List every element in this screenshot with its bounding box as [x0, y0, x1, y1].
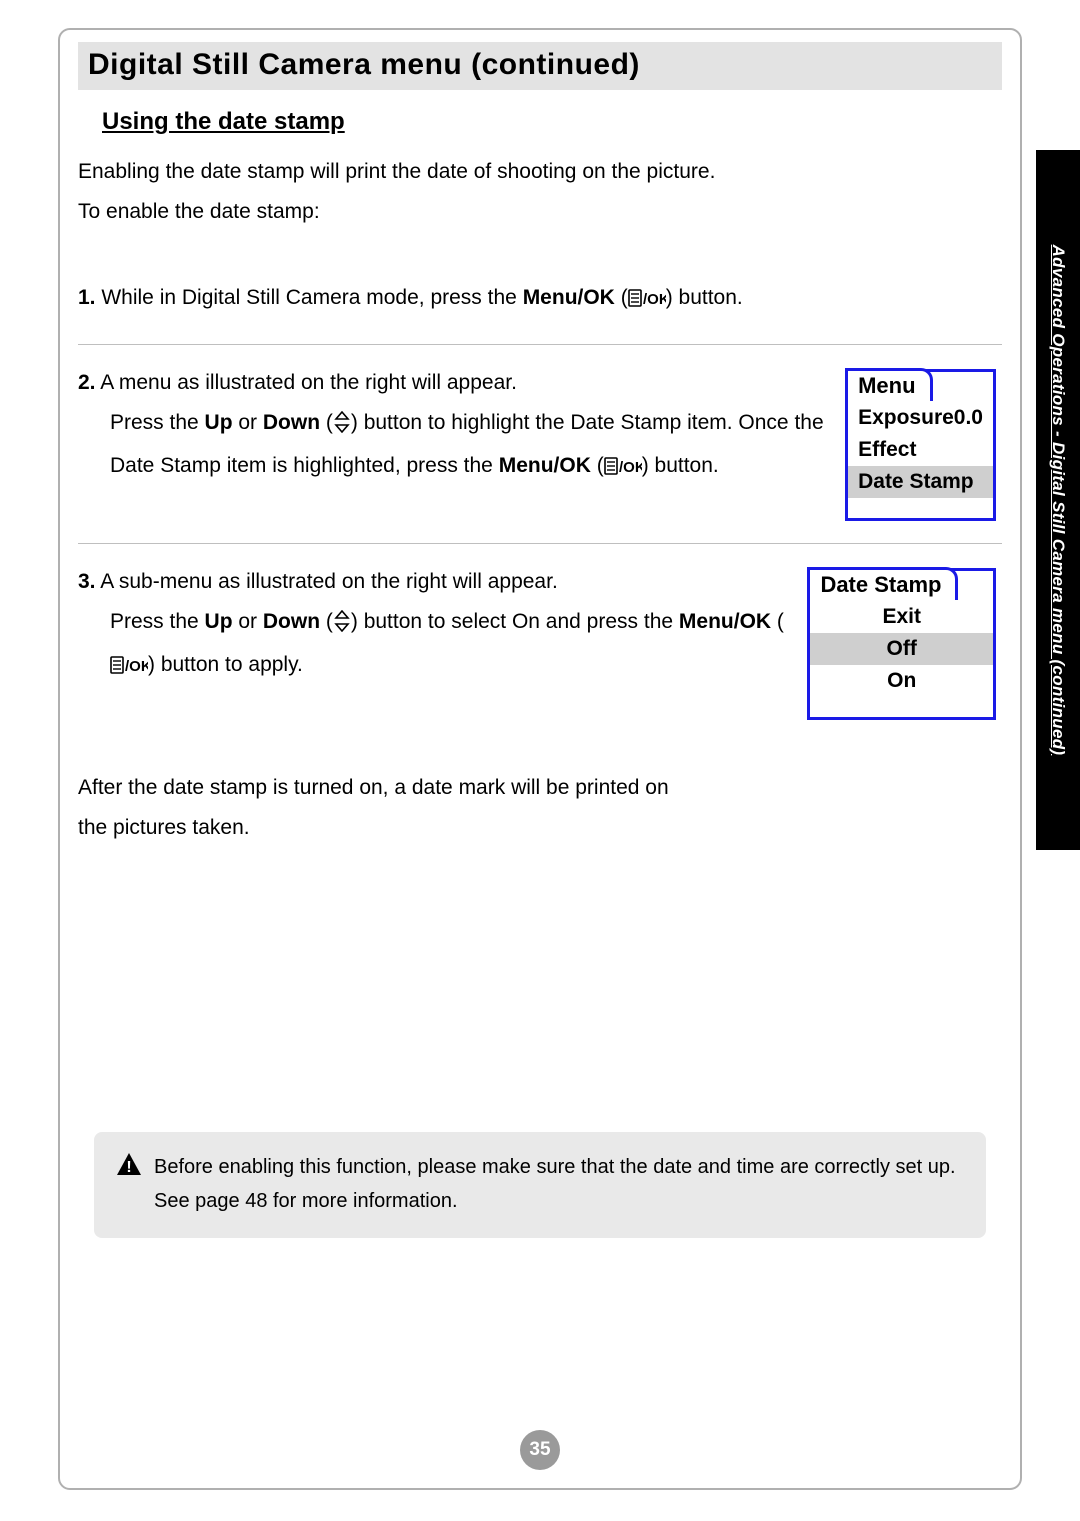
step-2-text: 2. A menu as illustrated on the right wi…	[78, 363, 845, 491]
menu1-item-effect: Effect	[848, 434, 993, 466]
menu2-item-on: On	[810, 665, 993, 697]
step-2-num: 2.	[78, 371, 96, 394]
warning-note: ! Before enabling this function, please …	[94, 1132, 986, 1238]
menu1-item-exposure: Exposure 0.0	[848, 402, 993, 434]
menu1-spacer	[848, 498, 993, 518]
step-3-text: 3. A sub-menu as illustrated on the righ…	[78, 562, 807, 690]
menu-screenshot-2: Date Stamp Exit Off On	[807, 568, 996, 720]
step-3-num: 3.	[78, 570, 96, 593]
menu1-item-datestamp: Date Stamp	[848, 466, 993, 498]
step-1-num: 1.	[78, 286, 96, 309]
steps-list: 1. While in Digital Still Camera mode, p…	[78, 260, 1002, 742]
side-tab-label: Advanced Operations - Digital Still Came…	[1048, 245, 1068, 756]
step-3: 3. A sub-menu as illustrated on the righ…	[78, 544, 1002, 742]
warning-text: Before enabling this function, please ma…	[154, 1150, 964, 1218]
sub-heading: Using the date stamp	[102, 108, 1020, 136]
side-tab: Advanced Operations - Digital Still Came…	[1036, 150, 1080, 850]
intro-line2: To enable the date stamp:	[78, 200, 320, 223]
svg-text:/OK: /OK	[125, 658, 148, 675]
menu-ok-icon: /OK	[604, 450, 642, 490]
up-down-icon	[333, 407, 351, 447]
menu-ok-icon: /OK	[110, 649, 148, 689]
warning-icon: !	[116, 1152, 142, 1187]
step-1: 1. While in Digital Still Camera mode, p…	[78, 260, 1002, 344]
menu-ok-icon: /OK	[628, 282, 666, 322]
menu-screenshot-1: Menu Exposure 0.0 Effect Date Stamp	[845, 369, 996, 521]
up-down-icon	[333, 606, 351, 646]
page-frame: Digital Still Camera menu (continued) Us…	[58, 28, 1022, 1490]
menu2-item-exit: Exit	[810, 601, 993, 633]
intro-text: Enabling the date stamp will print the d…	[78, 152, 858, 232]
after-text: After the date stamp is turned on, a dat…	[78, 768, 698, 848]
intro-line1: Enabling the date stamp will print the d…	[78, 160, 715, 183]
step-1-text: 1. While in Digital Still Camera mode, p…	[78, 278, 1002, 322]
step-2: 2. A menu as illustrated on the right wi…	[78, 345, 1002, 543]
menu1-tab: Menu	[845, 368, 932, 401]
section-header: Digital Still Camera menu (continued)	[78, 42, 1002, 90]
section-title: Digital Still Camera menu (continued)	[88, 48, 992, 82]
menu2-item-off: Off	[810, 633, 993, 665]
svg-text:!: !	[126, 1159, 131, 1176]
svg-text:/OK: /OK	[643, 291, 666, 308]
svg-text:/OK: /OK	[619, 459, 642, 476]
page-number: 35	[520, 1430, 560, 1470]
menu2-spacer	[810, 697, 993, 717]
menu2-tab: Date Stamp	[807, 567, 958, 600]
